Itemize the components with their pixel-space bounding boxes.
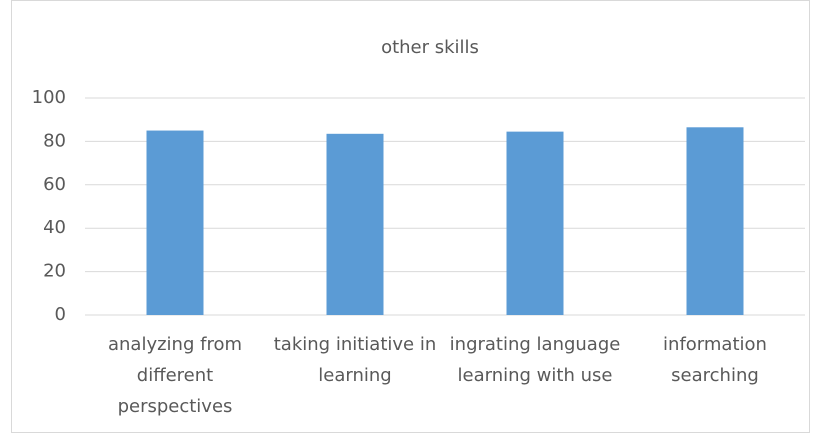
bar [686,127,744,315]
x-tick-label: ingrating language learning with use [449,334,621,386]
x-tick-label: analyzing from different perspectives [107,334,242,417]
y-tick-label: 80 [43,130,66,151]
chart-border [11,0,810,433]
chart-title: other skills [381,37,479,58]
y-tick-label: 20 [43,261,66,282]
y-tick-label: 100 [32,87,66,108]
y-tick-label: 60 [43,174,66,195]
x-tick-label: information searching [663,334,767,386]
y-tick-label: 40 [43,217,66,238]
y-tick-label: 0 [55,304,66,325]
x-tick-label: taking initiative in learning [273,334,437,386]
bar [326,133,384,315]
bar [146,130,204,315]
bar [506,131,564,315]
